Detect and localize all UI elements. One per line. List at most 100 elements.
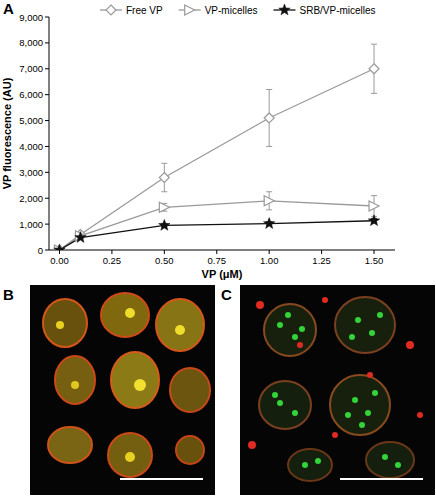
vesicle — [277, 400, 283, 406]
marker — [368, 215, 379, 226]
y-tick-label: 0 — [38, 245, 43, 256]
marker — [264, 113, 274, 123]
plot-area — [54, 44, 380, 250]
x-tick-label: 0.50 — [155, 255, 174, 266]
panel-label: C — [221, 286, 232, 303]
error-cap — [266, 89, 272, 90]
error-cap — [371, 195, 377, 196]
legend-item: Free VP — [100, 5, 163, 16]
error-cap — [161, 163, 167, 164]
x-tick — [59, 250, 60, 254]
vesicle — [315, 458, 321, 464]
marker — [159, 202, 169, 212]
vesicle — [299, 326, 305, 332]
vesicle — [369, 330, 375, 336]
legend-item: VP-micelles — [179, 5, 258, 16]
cell — [156, 299, 204, 351]
error-cap — [266, 209, 272, 210]
cell — [108, 433, 152, 477]
x-tick — [216, 250, 217, 254]
series-line — [59, 221, 374, 250]
y-axis — [49, 17, 50, 250]
x-tick-label: 0.25 — [103, 255, 122, 266]
y-tick — [45, 250, 49, 251]
marker — [263, 218, 274, 229]
y-tick — [45, 224, 49, 225]
y-tick-label: 6,000 — [19, 89, 43, 100]
vesicle — [71, 381, 79, 389]
marker — [264, 196, 274, 206]
cell — [101, 293, 149, 337]
x-tick-label: 1.25 — [312, 255, 331, 266]
series-line — [59, 201, 374, 250]
x-tick — [321, 250, 322, 254]
vesicle — [365, 410, 371, 416]
x-tick — [164, 250, 165, 254]
marker — [54, 245, 64, 250]
x-tick-label: 0.00 — [50, 255, 69, 266]
y-tick-label: 9,000 — [19, 12, 43, 23]
legend-marker — [106, 5, 116, 15]
x-tick — [111, 250, 112, 254]
vesicle — [292, 334, 298, 340]
cell — [43, 299, 87, 347]
cell — [48, 427, 92, 463]
y-tick — [45, 146, 49, 147]
y-tick — [45, 42, 49, 43]
x-tick-label: 1.50 — [365, 255, 384, 266]
y-tick-label: 3,000 — [19, 167, 43, 178]
vesicle — [377, 312, 383, 318]
legend-item: SRB/VP-micelles — [273, 4, 375, 16]
vesicle — [417, 412, 423, 418]
y-tick — [45, 17, 49, 18]
marker — [54, 244, 65, 250]
vesicle — [382, 454, 388, 460]
legend-marker — [185, 5, 195, 15]
micrograph-background — [240, 285, 435, 495]
vesicle — [277, 322, 283, 328]
x-tick — [374, 250, 375, 254]
vesicle — [322, 297, 328, 303]
vesicle — [285, 312, 291, 318]
x-tick-label: 0.75 — [208, 255, 227, 266]
vesicle — [367, 372, 373, 378]
error-cap — [266, 146, 272, 147]
micrograph — [30, 285, 215, 495]
legend-label: VP-micelles — [205, 5, 258, 16]
cell — [55, 356, 95, 404]
y-tick — [45, 172, 49, 173]
cell — [335, 297, 395, 353]
vesicle — [175, 325, 185, 335]
y-tick-label: 8,000 — [19, 37, 43, 48]
error-cap — [371, 44, 377, 45]
vesicle — [134, 379, 146, 391]
micrograph — [240, 285, 435, 495]
cell — [111, 352, 159, 408]
vesicle — [359, 422, 365, 428]
figure: A01,0002,0003,0004,0005,0006,0007,0008,0… — [0, 0, 436, 500]
error-cap — [161, 191, 167, 192]
cell — [366, 442, 414, 478]
legend-label: Free VP — [126, 5, 163, 16]
x-axis-label: VP (μM) — [202, 268, 243, 280]
panel-label: A — [3, 0, 14, 17]
vesicle — [349, 334, 355, 340]
vesicle — [372, 390, 378, 396]
y-tick-label: 2,000 — [19, 193, 43, 204]
y-tick — [45, 94, 49, 95]
cell — [170, 368, 210, 412]
x-tick — [269, 250, 270, 254]
y-tick-label: 4,000 — [19, 141, 43, 152]
vesicle — [272, 392, 278, 398]
marker — [159, 219, 170, 230]
marker — [369, 201, 379, 211]
x-axis — [49, 250, 395, 251]
vesicle — [352, 397, 358, 403]
vesicle — [125, 452, 135, 462]
y-tick-label: 7,000 — [19, 63, 43, 74]
panel-label: B — [3, 286, 14, 303]
y-tick — [45, 68, 49, 69]
cell — [176, 436, 204, 464]
y-tick-label: 1,000 — [19, 219, 43, 230]
vesicle — [125, 308, 135, 318]
